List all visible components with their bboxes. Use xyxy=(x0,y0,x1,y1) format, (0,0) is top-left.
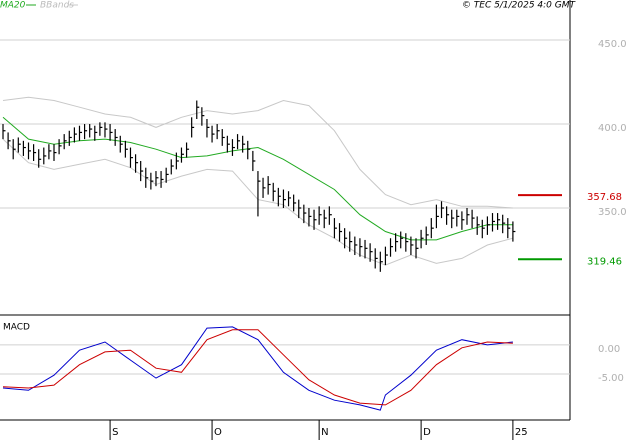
series-line xyxy=(2,116,513,241)
x-tick-label: S xyxy=(112,427,118,438)
x-tick-label: D xyxy=(423,427,431,438)
y-tick-label: -5.00 xyxy=(598,373,624,384)
level-label: 319.46 xyxy=(587,256,622,267)
series-line xyxy=(2,326,513,411)
x-tick-label: N xyxy=(321,427,328,438)
credit: © TEC 5/1/2025 4:0 GMT xyxy=(462,1,577,11)
x-tick-label: O xyxy=(214,427,222,438)
y-tick-label: 0.00 xyxy=(598,344,620,355)
legend-label: MA20 xyxy=(0,1,26,11)
level-label: 357.68 xyxy=(587,192,622,203)
y-tick-label: 350.00 xyxy=(598,207,627,218)
series-line xyxy=(2,96,513,209)
panel-title: MACD xyxy=(3,323,30,333)
y-tick-label: 400.00 xyxy=(598,123,627,134)
legend-label: BBands xyxy=(40,1,74,11)
y-tick-label: 450.00 xyxy=(598,39,627,50)
x-tick-label: 25 xyxy=(515,427,528,438)
series-line xyxy=(2,329,513,406)
